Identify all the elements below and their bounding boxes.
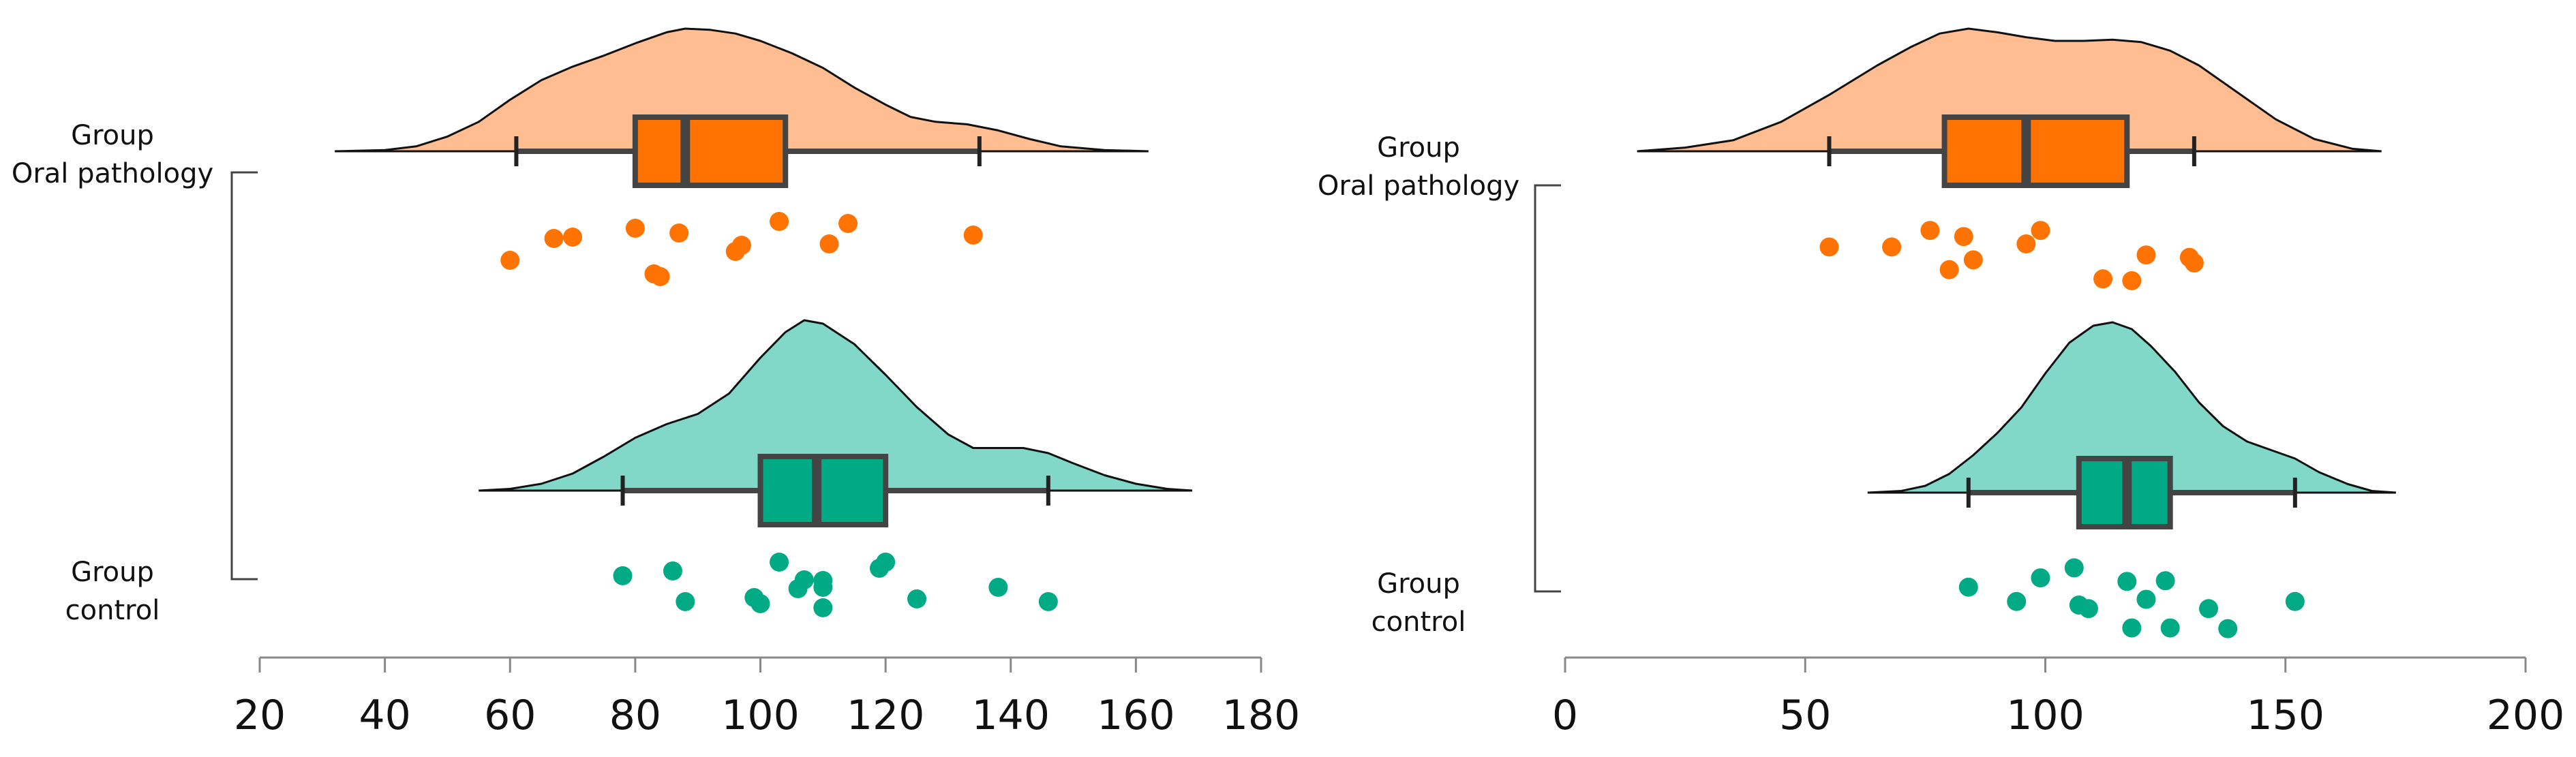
- x-tick-label: 100: [721, 692, 800, 739]
- group-label-line1: Group: [1377, 132, 1460, 164]
- data-point: [613, 566, 633, 585]
- group-0: Group Oral pathology: [1318, 27, 2382, 290]
- x-tick-label: 200: [2487, 692, 2565, 739]
- density-fill: [1867, 322, 2396, 493]
- density-curve: [335, 27, 1149, 153]
- data-point: [2184, 253, 2204, 273]
- data-point: [1038, 592, 1058, 611]
- data-point: [907, 589, 927, 608]
- data-point: [2078, 599, 2098, 619]
- data-point: [1939, 260, 1959, 279]
- data-point: [770, 553, 789, 572]
- data-point: [2218, 619, 2238, 638]
- data-point: [813, 598, 833, 617]
- data-point: [2160, 618, 2180, 638]
- group-1: Group control: [65, 319, 1193, 626]
- group-label-line2: Oral pathology: [1318, 170, 1519, 202]
- iqr-box: [1941, 114, 2130, 188]
- x-tick-label: 120: [847, 692, 925, 739]
- data-point: [669, 223, 689, 243]
- data-point: [731, 236, 751, 255]
- density-fill: [335, 29, 1149, 151]
- data-point: [1920, 221, 1940, 241]
- data-point: [838, 214, 858, 233]
- data-point: [876, 553, 896, 572]
- group-1: Group control: [1372, 321, 2396, 638]
- data-point: [2016, 234, 2036, 253]
- data-point: [1819, 237, 1839, 257]
- data-point: [751, 594, 770, 613]
- data-point: [2155, 571, 2175, 591]
- data-point: [544, 229, 564, 248]
- group-bracket: [230, 171, 258, 581]
- data-point: [1954, 227, 1973, 247]
- data-point: [676, 592, 695, 611]
- data-point: [625, 219, 645, 238]
- data-point: [2093, 269, 2113, 289]
- group-bracket: [1534, 184, 1561, 593]
- x-tick-label: 160: [1097, 692, 1175, 739]
- data-point: [2136, 245, 2156, 265]
- density-fill: [1637, 29, 2382, 151]
- data-point: [988, 578, 1008, 597]
- iqr-box: [757, 454, 889, 527]
- data-point: [2031, 568, 2050, 588]
- group-label-line2: control: [65, 595, 160, 626]
- data-point: [2136, 589, 2156, 609]
- density-curve: [1867, 321, 2396, 494]
- x-tick-label: 80: [609, 692, 661, 739]
- data-point: [500, 251, 520, 270]
- data-point: [1963, 250, 1983, 270]
- x-tick-label: 0: [1552, 692, 1578, 739]
- data-point: [2007, 591, 2027, 611]
- data-point: [2064, 558, 2084, 578]
- density-curve: [1637, 27, 2382, 153]
- x-tick-label: 40: [359, 692, 410, 739]
- x-tick-label: 180: [1222, 692, 1301, 739]
- data-point: [2199, 599, 2219, 619]
- x-tick-label: 50: [1779, 692, 1831, 739]
- group-0: Group Oral pathology: [12, 27, 1149, 286]
- density-curve: [479, 319, 1193, 492]
- x-tick-label: 100: [2006, 692, 2085, 739]
- data-point: [963, 226, 983, 245]
- group-label-line2: Oral pathology: [12, 158, 213, 189]
- group-label-line1: Group: [71, 120, 154, 151]
- data-point: [1882, 237, 1902, 257]
- data-point: [794, 570, 814, 589]
- right-raincloud-panel: 0 50 100 150 200 Group Oral pathology Group cont…: [1318, 27, 2565, 739]
- data-point: [2122, 271, 2142, 290]
- x-tick-label: 60: [484, 692, 536, 739]
- x-tick-label: 140: [971, 692, 1050, 739]
- iqr-box: [632, 114, 789, 188]
- group-label-line1: Group: [1377, 568, 1460, 600]
- data-point: [813, 578, 833, 597]
- data-point: [663, 561, 682, 581]
- x-tick-label: 150: [2246, 692, 2324, 739]
- data-point: [1958, 577, 1978, 597]
- data-point: [2285, 591, 2305, 611]
- data-point: [563, 228, 583, 247]
- group-label-line2: control: [1372, 606, 1466, 638]
- left-raincloud-panel: 20 40 60 80 100 120 140 160 180 Group Oral patholo…: [12, 27, 1301, 739]
- x-tick-label: 20: [234, 692, 286, 739]
- data-point: [2122, 618, 2142, 638]
- data-point: [650, 267, 670, 286]
- data-point: [819, 234, 839, 253]
- data-point: [770, 212, 789, 231]
- data-point: [2117, 572, 2137, 591]
- group-label-line1: Group: [71, 557, 154, 588]
- data-point: [2031, 221, 2050, 241]
